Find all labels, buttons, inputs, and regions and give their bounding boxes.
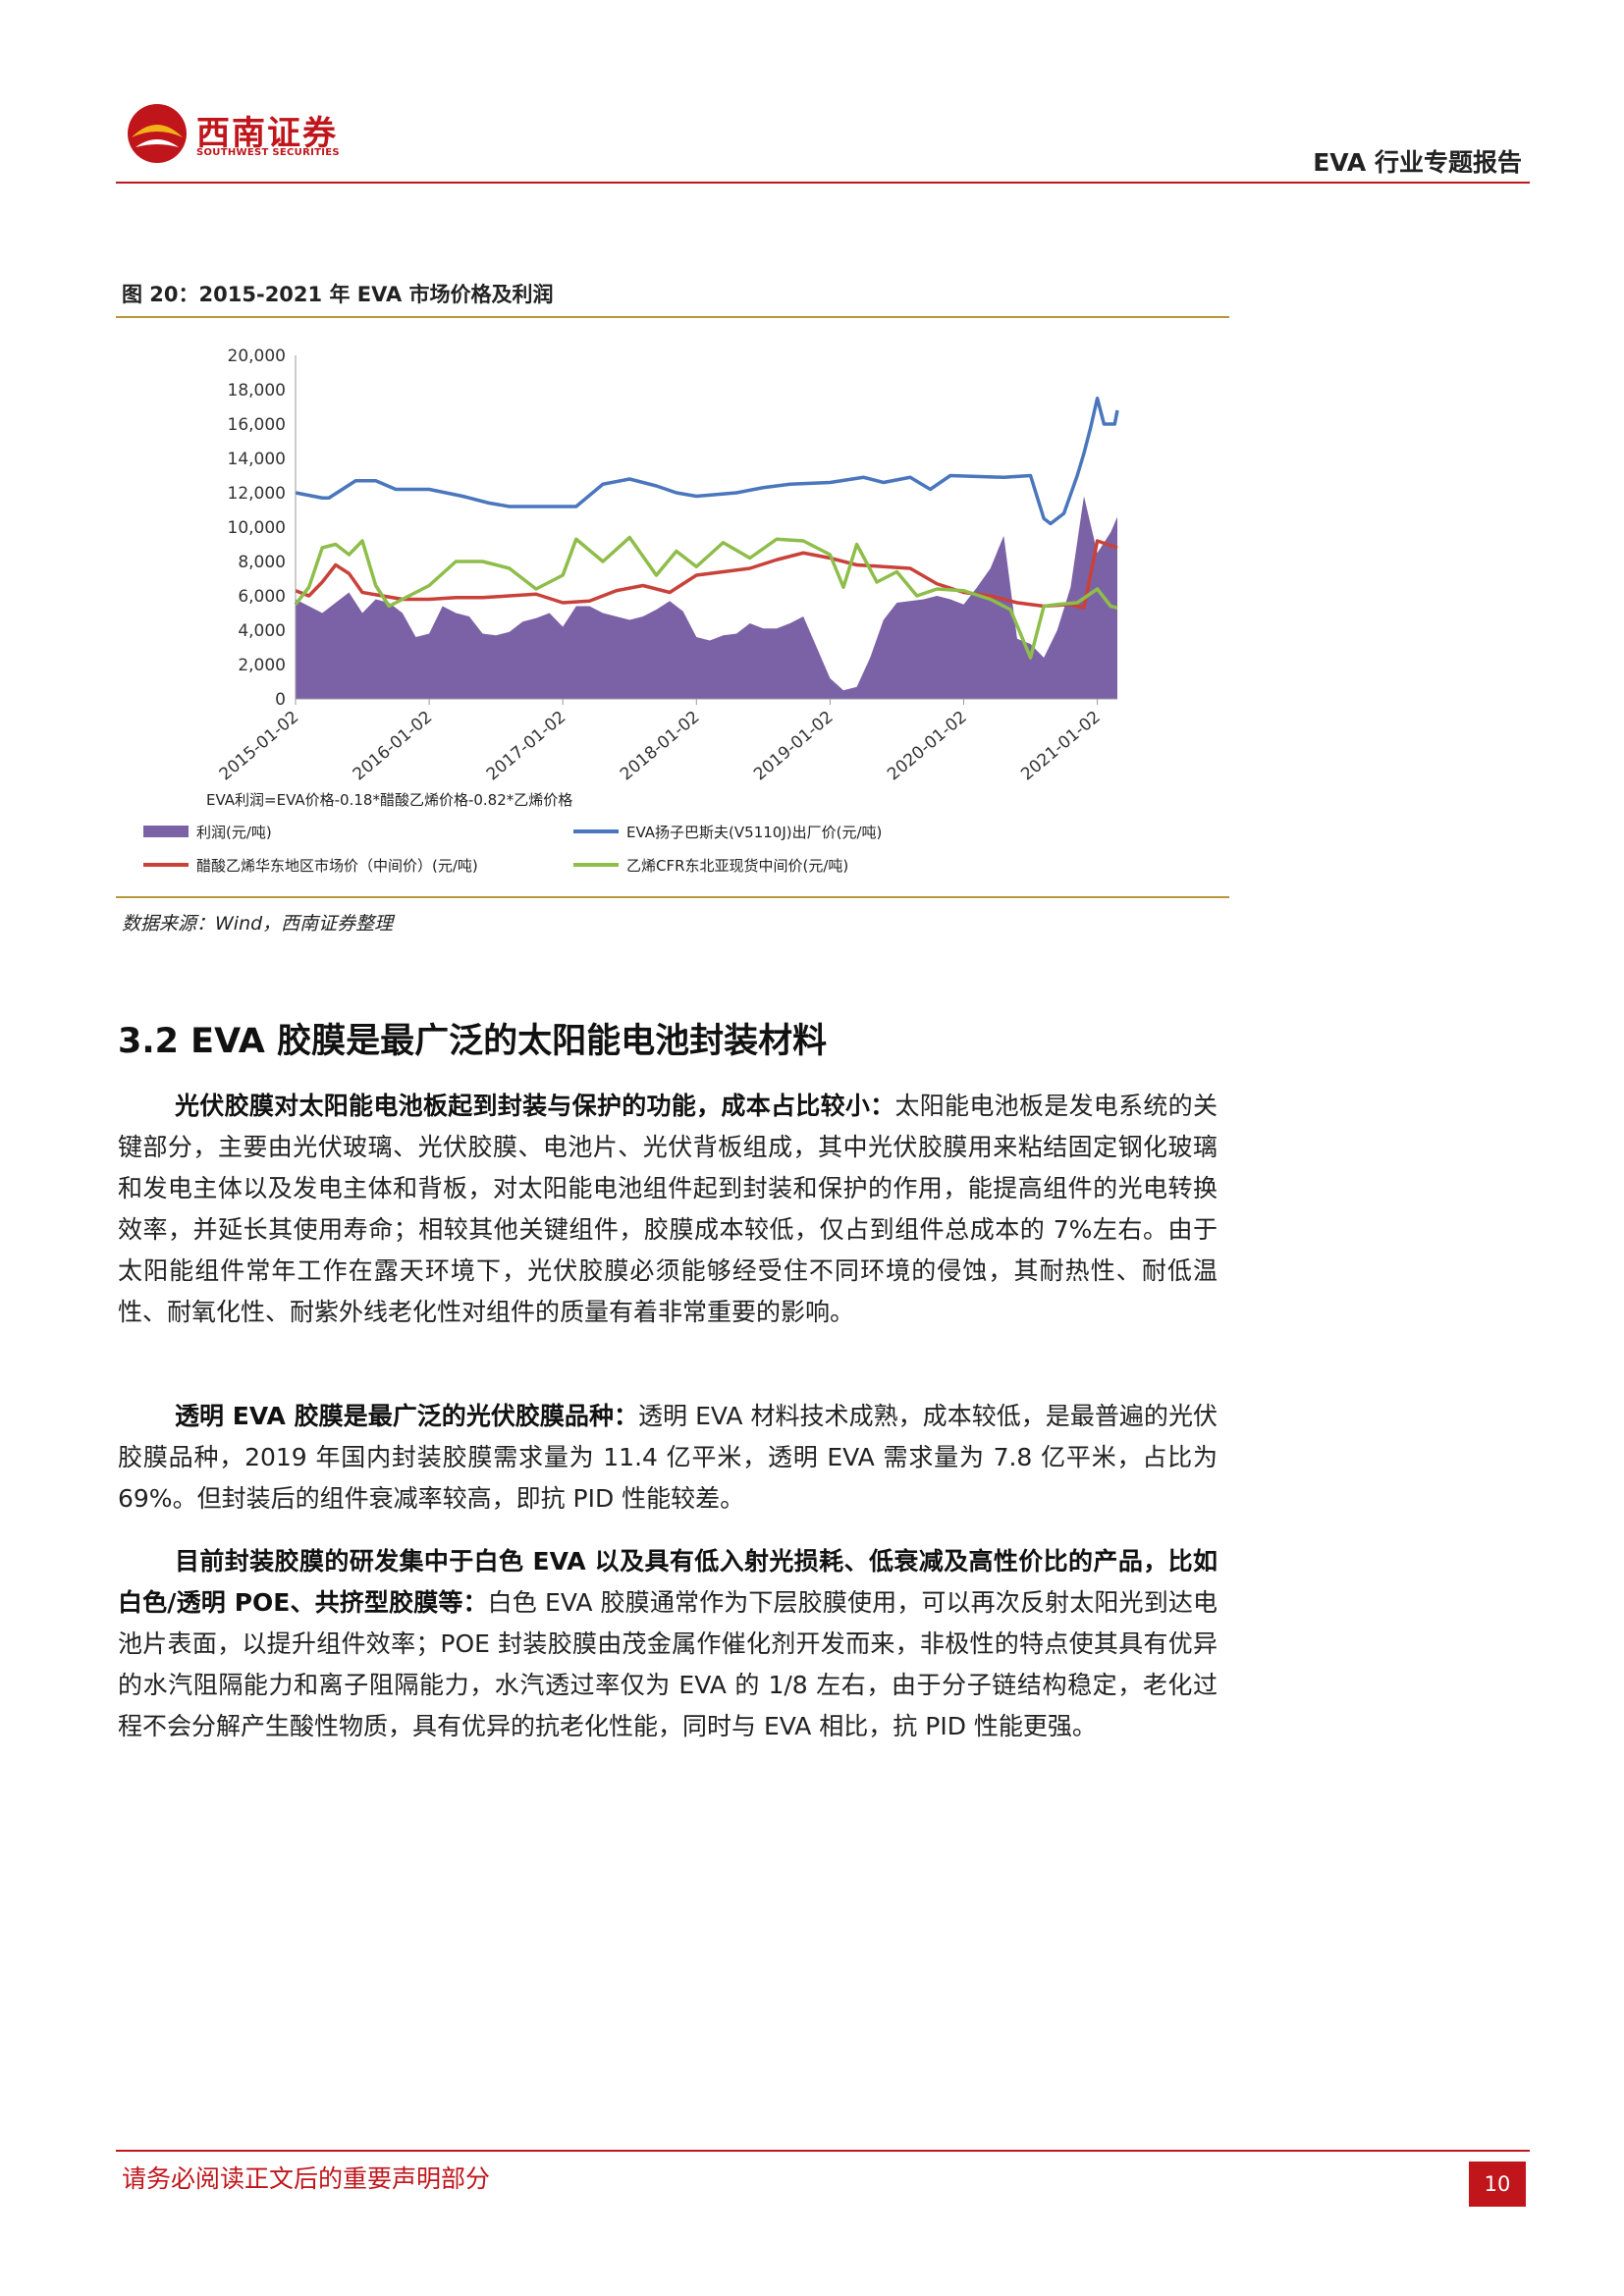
price-lines-layer (294, 397, 1119, 660)
paragraph-2-body: 透明 EVA 材料技术成熟，成本较低，是最普遍的光伏胶膜品种，2019 年国内封… (118, 1402, 1218, 1513)
legend-label: 乙烯CFR东北亚现货中间价(元/吨) (626, 857, 848, 875)
eva-price-profit-chart: 20,000 18,000 16,000 14,000 12,000 10,000 8,00… (143, 347, 1119, 875)
paragraph-1: 光伏胶膜对太阳能电池板起到封装与保护的功能，成本占比较小：太阳能电池板是发电系统… (118, 1086, 1218, 1333)
y-tick-label: 14,000 (228, 450, 286, 469)
x-tick-label: 2020-01-02 (884, 708, 971, 785)
company-logo-icon (128, 104, 187, 163)
y-tick-label: 0 (275, 690, 286, 710)
legend-label: 醋酸乙烯华东地区市场价（中间价）(元/吨) (196, 857, 478, 875)
x-tick-label: 2016-01-02 (350, 708, 437, 785)
x-axis-ticks: 2015-01-02 2016-01-02 2017-01-02 2018-01-02… (216, 699, 1105, 784)
chart-legend: 利润(元/吨) EVA扬子巴斯夫(V5110J)出厂价(元/吨) 醋酸乙烯华东地区市… (143, 824, 882, 875)
footer-disclaimer: 请务必阅读正文后的重要声明部分 (122, 2164, 491, 2193)
legend-label: EVA扬子巴斯夫(V5110J)出厂价(元/吨) (626, 824, 882, 841)
y-tick-label: 8,000 (238, 553, 286, 572)
y-tick-label: 10,000 (228, 518, 286, 538)
legend-swatch (143, 826, 189, 837)
paragraph-3: 目前封装胶膜的研发集中于白色 EVA 以及具有低入射光损耗、低衰减及高性价比的产… (118, 1541, 1218, 1747)
section-title: 3.2 EVA 胶膜是最广泛的太阳能电池封装材料 (118, 1022, 828, 1061)
y-tick-label: 18,000 (228, 381, 286, 400)
series-profit-area (296, 496, 1117, 699)
paragraph-1-body: 太阳能电池板是发电系统的关键部分，主要由光伏玻璃、光伏胶膜、电池片、光伏背板组成… (118, 1092, 1218, 1326)
series-line-3 (294, 535, 1118, 660)
brand-name-cn: 西南证券 (196, 114, 338, 153)
paragraph-1-lead: 光伏胶膜对太阳能电池板起到封装与保护的功能，成本占比较小： (175, 1092, 895, 1120)
y-tick-label: 20,000 (228, 347, 286, 366)
x-tick-label: 2017-01-02 (483, 708, 570, 785)
y-axis-ticks: 20,000 18,000 16,000 14,000 12,000 10,000 8,00… (228, 347, 286, 710)
x-tick-label: 2021-01-02 (1017, 708, 1105, 785)
figure-caption: 图 20：2015-2021 年 EVA 市场价格及利润 (122, 283, 554, 306)
profit-area-layer (296, 496, 1117, 699)
legend-label: 利润(元/吨) (196, 824, 272, 841)
y-tick-label: 2,000 (238, 656, 286, 675)
x-tick-label: 2018-01-02 (617, 708, 704, 785)
y-tick-label: 4,000 (238, 621, 286, 641)
y-tick-label: 12,000 (228, 484, 286, 504)
paragraph-2: 透明 EVA 胶膜是最广泛的光伏胶膜品种：透明 EVA 材料技术成熟，成本较低，… (118, 1396, 1218, 1520)
series-line-1 (295, 397, 1119, 526)
series-line-2 (295, 539, 1118, 610)
figure-source: 数据来源：Wind，西南证券整理 (122, 913, 394, 934)
paragraph-3-lead: 目前封装胶膜的研发集中于白色 EVA 以及具有低入射光损耗、低衰减及高性价比的产… (118, 1547, 1218, 1617)
x-tick-label: 2015-01-02 (216, 708, 303, 785)
figure-top-rule (116, 316, 1229, 318)
figure-bottom-rule (116, 896, 1229, 898)
y-tick-label: 16,000 (228, 415, 286, 435)
paragraph-2-lead: 透明 EVA 胶膜是最广泛的光伏胶膜品种： (175, 1402, 639, 1430)
formula-note: EVA利润=EVA价格-0.18*醋酸乙烯价格-0.82*乙烯价格 (206, 791, 572, 809)
page-number: 10 (1469, 2162, 1526, 2207)
brand-name-en: SOUTHWEST SECURITIES (196, 147, 340, 158)
x-tick-label: 2019-01-02 (750, 708, 838, 785)
y-tick-label: 6,000 (238, 587, 286, 607)
header-divider (116, 182, 1530, 184)
report-title: EVA 行业专题报告 (1313, 148, 1522, 177)
paragraph-3-body: 白色 EVA 胶膜通常作为下层胶膜使用，可以再次反射太阳光到达电池片表面，以提升… (118, 1588, 1218, 1740)
footer-divider (116, 2150, 1530, 2152)
